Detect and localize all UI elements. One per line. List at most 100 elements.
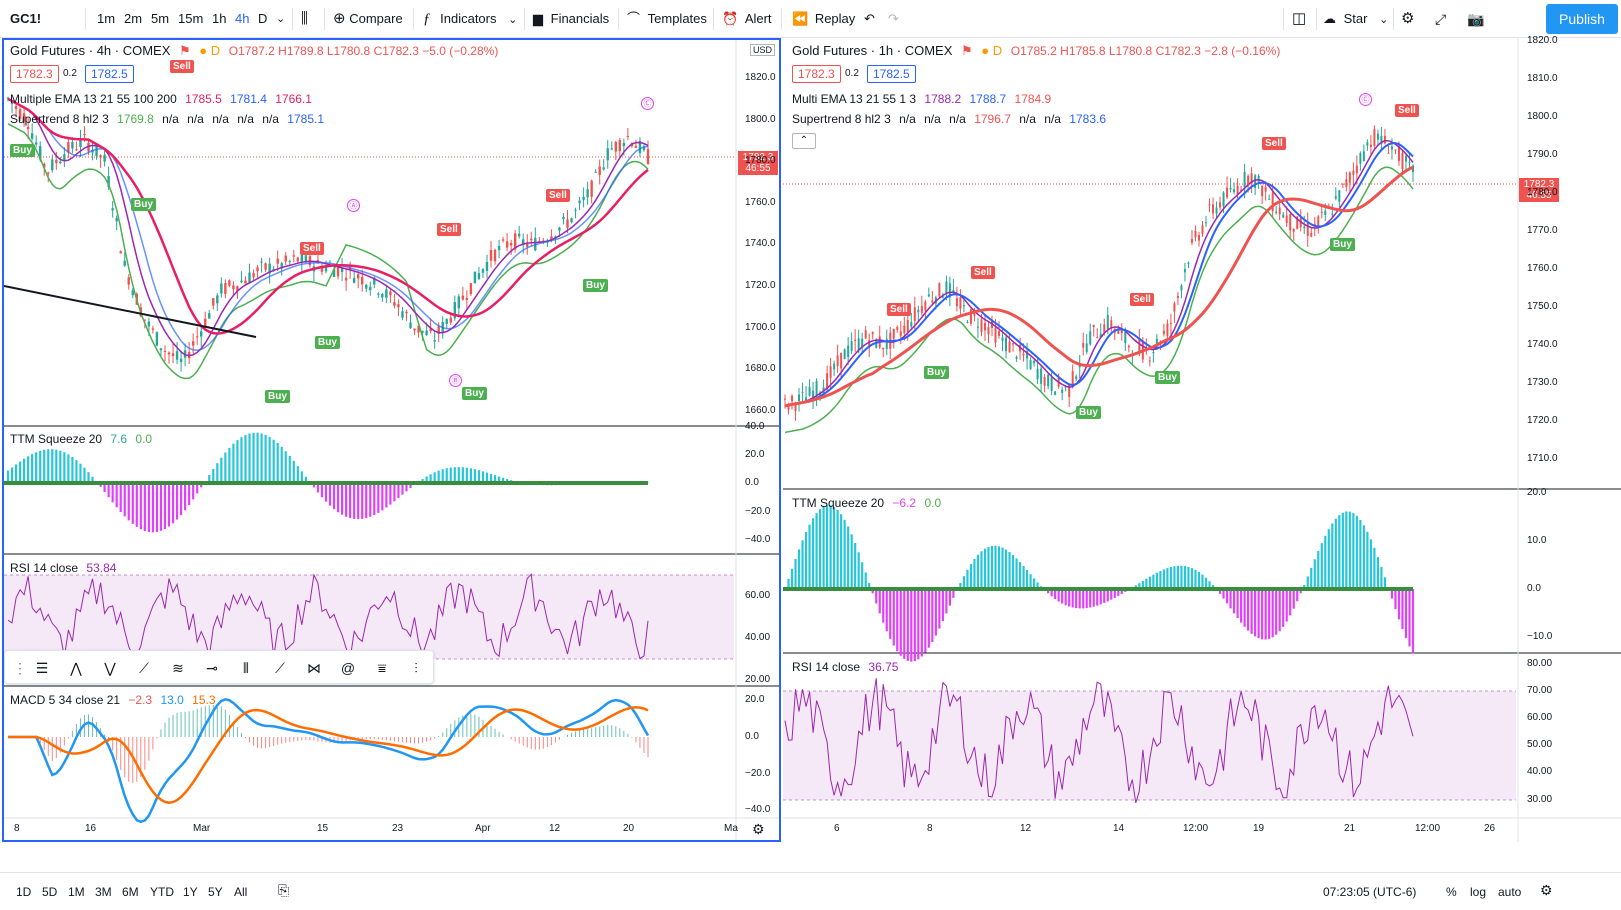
layout-name-button[interactable]: ☁ Star ⌄	[1323, 9, 1388, 29]
chevron-down-icon[interactable]: ⌄	[276, 13, 286, 25]
gear-icon[interactable]: ⚙	[1401, 10, 1415, 27]
collapse-legend-button[interactable]: ⌃	[792, 133, 816, 149]
left-ask-box[interactable]: 1782.5	[85, 65, 134, 83]
drag-handle-icon[interactable]: ⋮	[13, 660, 27, 676]
undo-icon[interactable]: ↶	[864, 11, 875, 26]
pattern-icon[interactable]: ⋈	[307, 660, 321, 676]
interval-2m[interactable]: 2m	[124, 11, 143, 26]
left-bid-box[interactable]: 1782.3	[10, 65, 59, 83]
vertical-lines-icon[interactable]: ⫴	[243, 660, 249, 676]
settings-lines-icon[interactable]: ⫶	[414, 660, 418, 676]
compare-button[interactable]: ⊕ Compare	[333, 9, 403, 29]
candle-body	[296, 257, 300, 262]
interval-1m[interactable]: 1m	[97, 11, 116, 26]
interval-15m[interactable]: 15m	[178, 11, 204, 26]
abc-pattern-icon[interactable]: ⋁	[104, 660, 116, 676]
candle-body	[1082, 342, 1085, 348]
gear-icon[interactable]: ⚙	[1540, 882, 1553, 898]
candle-body	[1194, 230, 1197, 238]
templates-button[interactable]: ⌒ Templates	[627, 9, 707, 29]
right-chart-canvas[interactable]	[783, 38, 1621, 842]
candle-body	[1250, 173, 1253, 184]
auto-toggle[interactable]: auto	[1498, 885, 1522, 899]
parallel-channel-icon[interactable]: ⩸	[377, 660, 387, 676]
candle-body	[1229, 187, 1232, 190]
candle-body	[1212, 204, 1215, 214]
sell-signal-tag: Sell	[1395, 104, 1419, 117]
ray-icon[interactable]: ⟋	[275, 660, 285, 676]
candle-body	[1176, 296, 1179, 298]
wave-pattern-icon[interactable]: ⋀	[70, 660, 82, 676]
candle-body	[304, 255, 308, 263]
time-tick: 20	[623, 823, 635, 834]
left-chart-frame[interactable]	[2, 38, 781, 842]
replay-button[interactable]: ⏪ Replay	[792, 9, 855, 29]
currency-label[interactable]: USD	[750, 44, 776, 56]
time-tick: 15	[317, 823, 329, 834]
horizontal-ray-icon[interactable]: ⊸	[206, 660, 218, 676]
right-bid-box[interactable]: 1782.3	[792, 65, 841, 83]
interval-5m[interactable]: 5m	[151, 11, 170, 26]
wave-mark: Ⓒ	[1359, 93, 1372, 106]
range-All[interactable]: All	[234, 885, 248, 899]
range-3M[interactable]: 3M	[95, 885, 112, 899]
candle-body	[976, 326, 979, 328]
range-5D[interactable]: 5D	[42, 885, 58, 899]
candle-body	[1317, 216, 1320, 226]
candle-body	[413, 328, 416, 331]
indicators-button[interactable]: ƒ Indicators ⌄	[423, 9, 517, 29]
redo-icon[interactable]: ↷	[888, 11, 899, 26]
candle-body	[1285, 215, 1288, 224]
camera-icon[interactable]: 📷	[1467, 11, 1485, 27]
spiral-icon[interactable]: @	[340, 660, 356, 676]
percent-toggle[interactable]: %	[1446, 885, 1457, 899]
candle-body	[1275, 211, 1278, 213]
candle-body	[1015, 356, 1018, 359]
horizontal-lines-icon[interactable]: ☰	[35, 660, 49, 676]
interval-D[interactable]: D	[258, 11, 268, 26]
range-6M[interactable]: 6M	[122, 885, 139, 899]
log-toggle[interactable]: log	[1470, 885, 1487, 899]
ttm-value-2: 0.0	[135, 432, 153, 446]
candles-icon[interactable]: ⫼	[301, 10, 308, 27]
gear-icon[interactable]: ⚙	[752, 821, 765, 837]
candle-body	[1068, 385, 1071, 398]
range-1D[interactable]: 1D	[16, 885, 32, 899]
clock-time[interactable]: 07:23:05 (UTC-6)	[1323, 885, 1417, 899]
candle-body	[1050, 377, 1053, 391]
interval-1h[interactable]: 1h	[212, 11, 227, 26]
candle-body	[1183, 269, 1186, 273]
range-1Y[interactable]: 1Y	[183, 885, 198, 899]
range-5Y[interactable]: 5Y	[208, 885, 223, 899]
candle-body	[340, 268, 344, 273]
ttm-value-2: 0.0	[924, 496, 942, 510]
macd-tick: 0.0	[745, 731, 759, 742]
interval-4h[interactable]: 4h	[235, 11, 250, 26]
rsi-value: 53.84	[86, 561, 117, 575]
range-YTD[interactable]: YTD	[150, 885, 174, 899]
time-tick: 19	[1253, 823, 1265, 834]
candle-body	[931, 300, 934, 303]
fullscreen-icon[interactable]: ⤢	[1435, 11, 1447, 27]
candle-body	[1390, 146, 1393, 150]
candle-body	[1061, 389, 1064, 394]
candle-body	[324, 266, 328, 272]
fib-channel-icon[interactable]: ≋	[172, 660, 184, 676]
price-tick: 1720.0	[745, 280, 776, 291]
go-to-date-icon[interactable]: ⎘	[278, 882, 290, 898]
candle-body	[955, 298, 958, 307]
replay-icon: ⏪	[792, 11, 809, 26]
financials-button[interactable]: ▆ Financials	[533, 9, 609, 29]
publish-button[interactable]: Publish	[1546, 4, 1618, 34]
range-1M[interactable]: 1M	[68, 885, 85, 899]
ttm-tick: −40.0	[745, 534, 771, 545]
candle-body	[1106, 314, 1109, 330]
layout-icon[interactable]: ◫	[1292, 10, 1307, 27]
alert-button[interactable]: ⏰ Alert	[722, 9, 772, 29]
candle-body	[30, 133, 34, 139]
left-chart-canvas[interactable]	[4, 40, 779, 840]
candle-body	[409, 322, 412, 329]
trend-line-icon[interactable]: ⟋	[139, 660, 149, 676]
symbol-search[interactable]: GC1!	[10, 11, 42, 26]
right-ask-box[interactable]: 1782.5	[867, 65, 916, 83]
